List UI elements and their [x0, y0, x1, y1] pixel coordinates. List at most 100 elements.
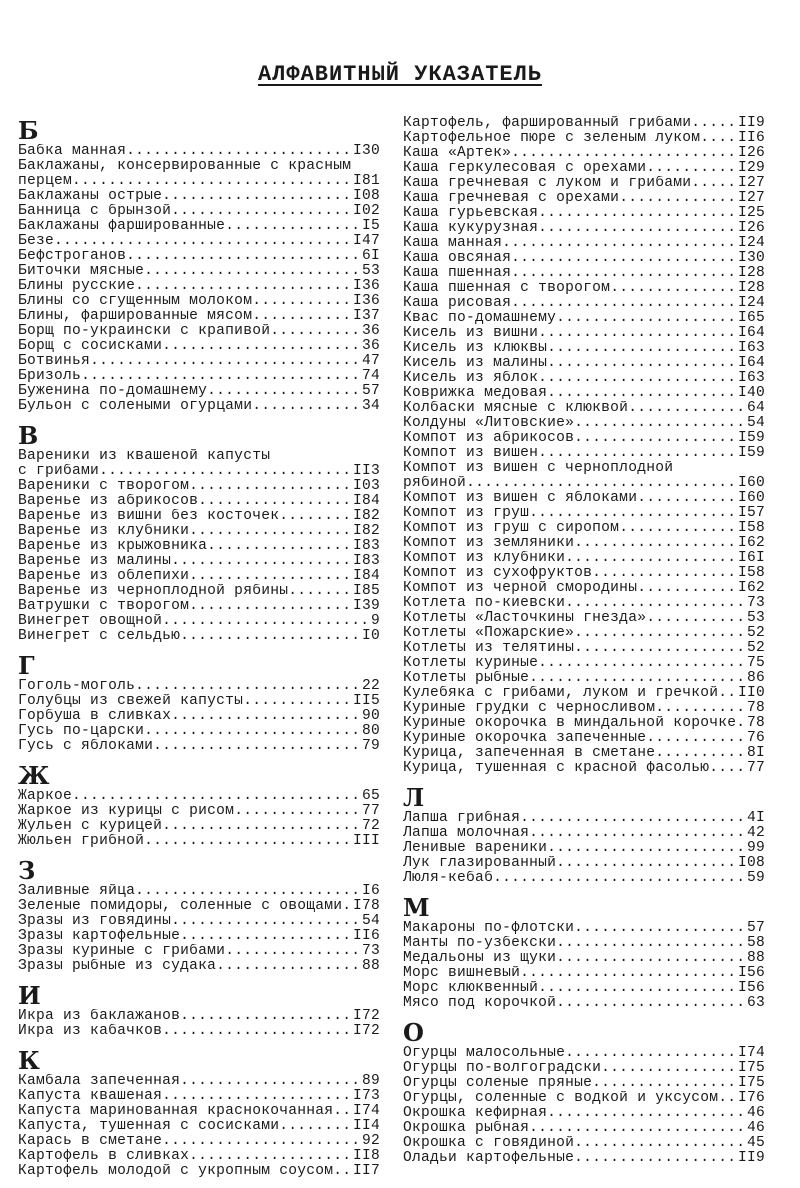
entry-name: Куриные грудки с черносливом	[403, 701, 656, 716]
entry-page-number: 52	[746, 626, 765, 641]
entry-line: Каша гречневая с луком и грибами I27	[403, 176, 765, 191]
index-entry: Жаркое 65	[18, 789, 380, 804]
dot-leader	[592, 566, 738, 581]
entry-line: Зразы рыбные из судака 88	[18, 959, 380, 974]
entry-page-number: 36	[361, 324, 380, 339]
dot-leader	[700, 131, 738, 146]
entry-name: Бабка манная	[18, 144, 127, 159]
entry-name: Кисель из яблок	[403, 371, 539, 386]
entry-name: Ботвинья	[18, 354, 91, 369]
entry-name: Каша гречневая с орехами	[403, 191, 620, 206]
entry-name: Манты по-узбекски	[403, 936, 557, 951]
dot-leader	[520, 811, 747, 826]
index-entry: Борщ по-украински с крапивой 36	[18, 324, 380, 339]
entry-page-number: 9	[370, 614, 380, 629]
entry-name: Винегрет с сельдью	[18, 629, 181, 644]
dot-leader	[511, 251, 738, 266]
entry-name: Картофель, фаршированный грибами	[403, 116, 692, 131]
entry-page-number: I84	[352, 569, 380, 584]
index-entry: Огурцы по-волгоградски I75	[403, 1061, 765, 1076]
entry-page-number: II3	[352, 464, 380, 479]
entry-line: Оладьи картофельные II9	[403, 1151, 765, 1166]
dot-leader	[279, 1119, 353, 1134]
index-entry: Бефстроганов 6I	[18, 249, 380, 264]
index-entry: Макароны по-флотски 57	[403, 921, 765, 936]
index-entry: Буженина по-домашнему 57	[18, 384, 380, 399]
index-entry: Гоголь-моголь 22	[18, 679, 380, 694]
index-entry: Компот из сухофруктов I58	[403, 566, 765, 581]
entry-page-number: I57	[737, 506, 765, 521]
entry-page-number: I72	[352, 1009, 380, 1024]
entry-page-number: I27	[737, 176, 765, 191]
dot-leader	[574, 921, 747, 936]
index-entry: Кулебяка с грибами, луком и гречкой II0	[403, 686, 765, 701]
index-entry: Котлеты из телятины 52	[403, 641, 765, 656]
entry-line: Котлеты из телятины 52	[403, 641, 765, 656]
entry-name: Борщ с сосисками	[18, 339, 163, 354]
entry-line: Гусь с яблоками 79	[18, 739, 380, 754]
dot-leader	[81, 369, 362, 384]
index-entry: Огурцы соленые пряные I75	[403, 1076, 765, 1091]
entry-line: Картофельное пюре с зеленым луком II6	[403, 131, 765, 146]
index-entry: Огурцы, соленные с водкой и уксусом I76	[403, 1091, 765, 1106]
entry-page-number: I74	[352, 1104, 380, 1119]
index-entry: Бризоль 74	[18, 369, 380, 384]
entry-line: Блины, фаршированные мясом I37	[18, 309, 380, 324]
entry-line: Варенье из крыжовника I83	[18, 539, 380, 554]
index-entry: Куриные окорочка в миндальной корочке 78	[403, 716, 765, 731]
entry-line: Окрошка с говядиной 45	[403, 1136, 765, 1151]
index-entry: Горбуша в сливках 90	[18, 709, 380, 724]
dot-leader	[736, 716, 747, 731]
entry-name: Баклажаны, консервированные с красным	[18, 159, 352, 174]
entry-page-number: II9	[737, 1151, 765, 1166]
index-entry: Капуста маринованная краснокочанная I74	[18, 1104, 380, 1119]
dot-leader	[538, 221, 738, 236]
index-entry: Ботвинья 47	[18, 354, 380, 369]
index-entry: Икра из баклажанов I72	[18, 1009, 380, 1024]
entry-page-number: 53	[361, 264, 380, 279]
entry-line: Компот из груш с сиропом I58	[403, 521, 765, 536]
index-entry: Колбаски мясные с клюквой 64	[403, 401, 765, 416]
entry-name: Компот из клубники	[403, 551, 566, 566]
entry-page-number: 46	[746, 1121, 765, 1136]
entry-name: Лапша молочная	[403, 826, 530, 841]
dot-leader	[270, 324, 362, 339]
entry-line: Ленивые вареники 99	[403, 841, 765, 856]
entry-page-number: II9	[737, 116, 765, 131]
entry-line: Морс клюквенный I56	[403, 981, 765, 996]
dot-leader	[556, 951, 747, 966]
index-entry: Зразы рыбные из судака 88	[18, 959, 380, 974]
dot-leader	[538, 326, 738, 341]
index-entry: Компот из груш I57	[403, 506, 765, 521]
entry-line: Компот из вишен I59	[403, 446, 765, 461]
dot-leader	[574, 641, 747, 656]
dot-leader	[72, 789, 362, 804]
index-entry: Коврижка медовая I40	[403, 386, 765, 401]
entry-line: Капуста квашеная I73	[18, 1089, 380, 1104]
dot-leader	[126, 144, 353, 159]
entry-line: с грибами II3	[18, 464, 380, 479]
entry-line: Каша геркулесовая с орехами I29	[403, 161, 765, 176]
entry-page-number: I76	[737, 1091, 765, 1106]
entry-line: Буженина по-домашнему 57	[18, 384, 380, 399]
index-entry: Компот из вишен с яблоками I60	[403, 491, 765, 506]
entry-page-number: 74	[361, 369, 380, 384]
entry-line: Борщ с сосисками 36	[18, 339, 380, 354]
entry-name: Кисель из малины	[403, 356, 548, 371]
entry-line: Котлеты «Пожарские» 52	[403, 626, 765, 641]
entry-page-number: I85	[352, 584, 380, 599]
dot-leader	[529, 826, 747, 841]
entry-name: Блины со сгущенным молоком	[18, 294, 253, 309]
dot-leader	[637, 491, 738, 506]
entry-page-number: 34	[361, 399, 380, 414]
entry-name: Колдуны «Литовские»	[403, 416, 575, 431]
entry-name: Вареники с творогом	[18, 479, 190, 494]
entry-first-line: Вареники из квашеной капусты	[18, 449, 380, 464]
entry-name: Компот из вишен с черноплодной	[403, 461, 674, 476]
entry-page-number: I64	[737, 356, 765, 371]
entry-line: Зеленые помидоры, соленные с овощами I78	[18, 899, 380, 914]
dot-leader	[556, 936, 747, 951]
entry-name: Картофель в сливках	[18, 1149, 190, 1164]
